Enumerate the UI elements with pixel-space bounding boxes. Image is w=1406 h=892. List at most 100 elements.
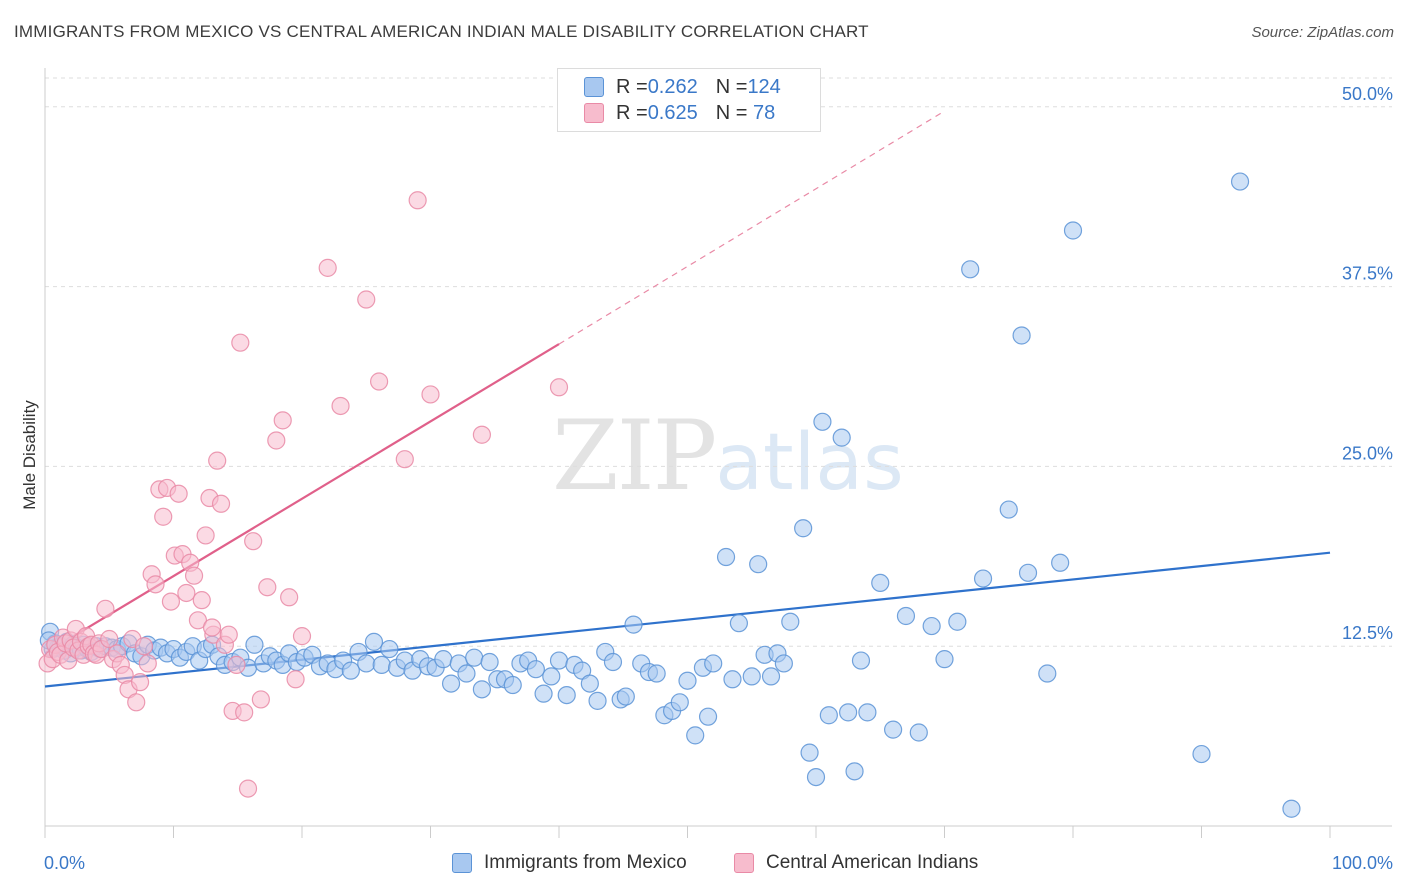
point-mexico [678, 671, 697, 690]
point-mexico [588, 691, 607, 710]
point-mexico [781, 612, 800, 631]
point-cai [244, 532, 263, 551]
point-mexico [973, 569, 993, 588]
point-mexico [961, 260, 980, 279]
point-mexico [534, 684, 553, 703]
point-mexico [1230, 172, 1250, 191]
point-mexico [948, 612, 967, 631]
watermark-zip: ZIP [552, 400, 717, 512]
legend-swatch-blue [452, 853, 472, 873]
point-cai [258, 578, 277, 597]
trend-line-cai-extension [558, 110, 945, 345]
point-cai [177, 583, 196, 603]
point-mexico [686, 726, 705, 745]
point-mexico [1192, 744, 1211, 764]
point-cai [395, 450, 414, 469]
point-mexico [774, 654, 793, 673]
point-mexico [624, 615, 643, 634]
point-mexico [1282, 799, 1301, 818]
point-mexico [542, 667, 561, 686]
point-mexico [896, 606, 916, 626]
axes [44, 68, 1392, 838]
point-cai [331, 396, 350, 416]
r-label: R = [616, 101, 648, 124]
data-points [38, 172, 1301, 818]
point-mexico [1038, 664, 1057, 683]
point-mexico [845, 762, 864, 781]
point-cai [421, 385, 440, 404]
legend-item-cai[interactable]: Central American Indians [734, 852, 978, 874]
point-cai [211, 494, 231, 513]
point-cai [146, 575, 165, 594]
point-cai [472, 425, 491, 444]
point-mexico [819, 706, 838, 725]
swatch-pink [584, 103, 604, 123]
point-mexico [742, 667, 761, 686]
n-label: N = [715, 101, 748, 124]
legend-label-mexico: Immigrants from Mexico [484, 852, 687, 873]
point-cai [370, 372, 389, 391]
point-mexico [909, 723, 928, 742]
point-cai [134, 637, 154, 656]
point-mexico [480, 652, 499, 672]
point-cai [273, 411, 292, 430]
trend-line-cai [44, 343, 560, 655]
point-mexico [922, 616, 941, 636]
point-cai [202, 618, 222, 637]
point-mexico [472, 680, 491, 699]
point-mexico [1012, 326, 1031, 345]
point-mexico [729, 614, 749, 633]
tick-labels: 12.5% 25.0% 37.5% 50.0% 0.0% 100.0% [44, 84, 1393, 873]
point-cai [408, 191, 427, 210]
trend-lines [44, 110, 1331, 688]
point-cai [127, 693, 146, 712]
legend-swatch-pink [734, 853, 754, 873]
point-cai [154, 507, 173, 526]
r-value: 0.625 [647, 101, 698, 124]
stats-legend: R = 0.262 N = 124 R = 0.625 N = 78 [557, 68, 821, 132]
point-cai [318, 258, 337, 277]
point-mexico [465, 648, 484, 667]
point-mexico [935, 650, 954, 669]
point-mexico [357, 654, 376, 673]
point-mexico [883, 720, 903, 739]
point-mexico [603, 652, 623, 672]
point-mexico [557, 685, 576, 705]
point-mexico [723, 670, 742, 689]
point-mexico [434, 650, 453, 669]
point-cai [219, 625, 238, 644]
n-value: 78 [747, 101, 776, 124]
point-mexico [670, 693, 689, 712]
chart-title: IMMIGRANTS FROM MEXICO VS CENTRAL AMERIC… [14, 22, 869, 41]
point-cai [286, 670, 305, 689]
point-mexico [1051, 553, 1070, 572]
point-mexico [526, 660, 545, 679]
legend-item-mexico[interactable]: Immigrants from Mexico [452, 852, 687, 874]
point-mexico [616, 687, 635, 706]
point-mexico [761, 667, 781, 686]
point-cai [100, 629, 119, 649]
y-axis-label: Male Disability [20, 400, 39, 510]
point-cai [357, 290, 376, 309]
x-tick-label: 0.0% [44, 853, 85, 873]
stats-row-cai: R = 0.625 N = 78 [584, 101, 775, 125]
point-cai [130, 673, 150, 692]
point-mexico [851, 651, 871, 670]
r-value: 0.262 [647, 75, 698, 98]
point-mexico [457, 664, 476, 683]
watermark-atlas: atlas [715, 418, 904, 508]
point-cai [169, 484, 188, 503]
y-tick-label: 12.5% [1342, 623, 1393, 643]
y-tick-label: 25.0% [1342, 443, 1393, 463]
x-tick-label: 100.0% [1332, 853, 1393, 873]
swatch-blue [584, 77, 604, 97]
point-cai [184, 566, 204, 585]
y-tick-label: 50.0% [1342, 84, 1393, 104]
point-cai [267, 431, 286, 450]
point-mexico [839, 703, 858, 722]
point-mexico [1063, 221, 1083, 240]
point-mexico [441, 674, 461, 693]
point-mexico [999, 500, 1018, 519]
point-mexico [858, 703, 877, 722]
point-mexico [698, 707, 718, 726]
